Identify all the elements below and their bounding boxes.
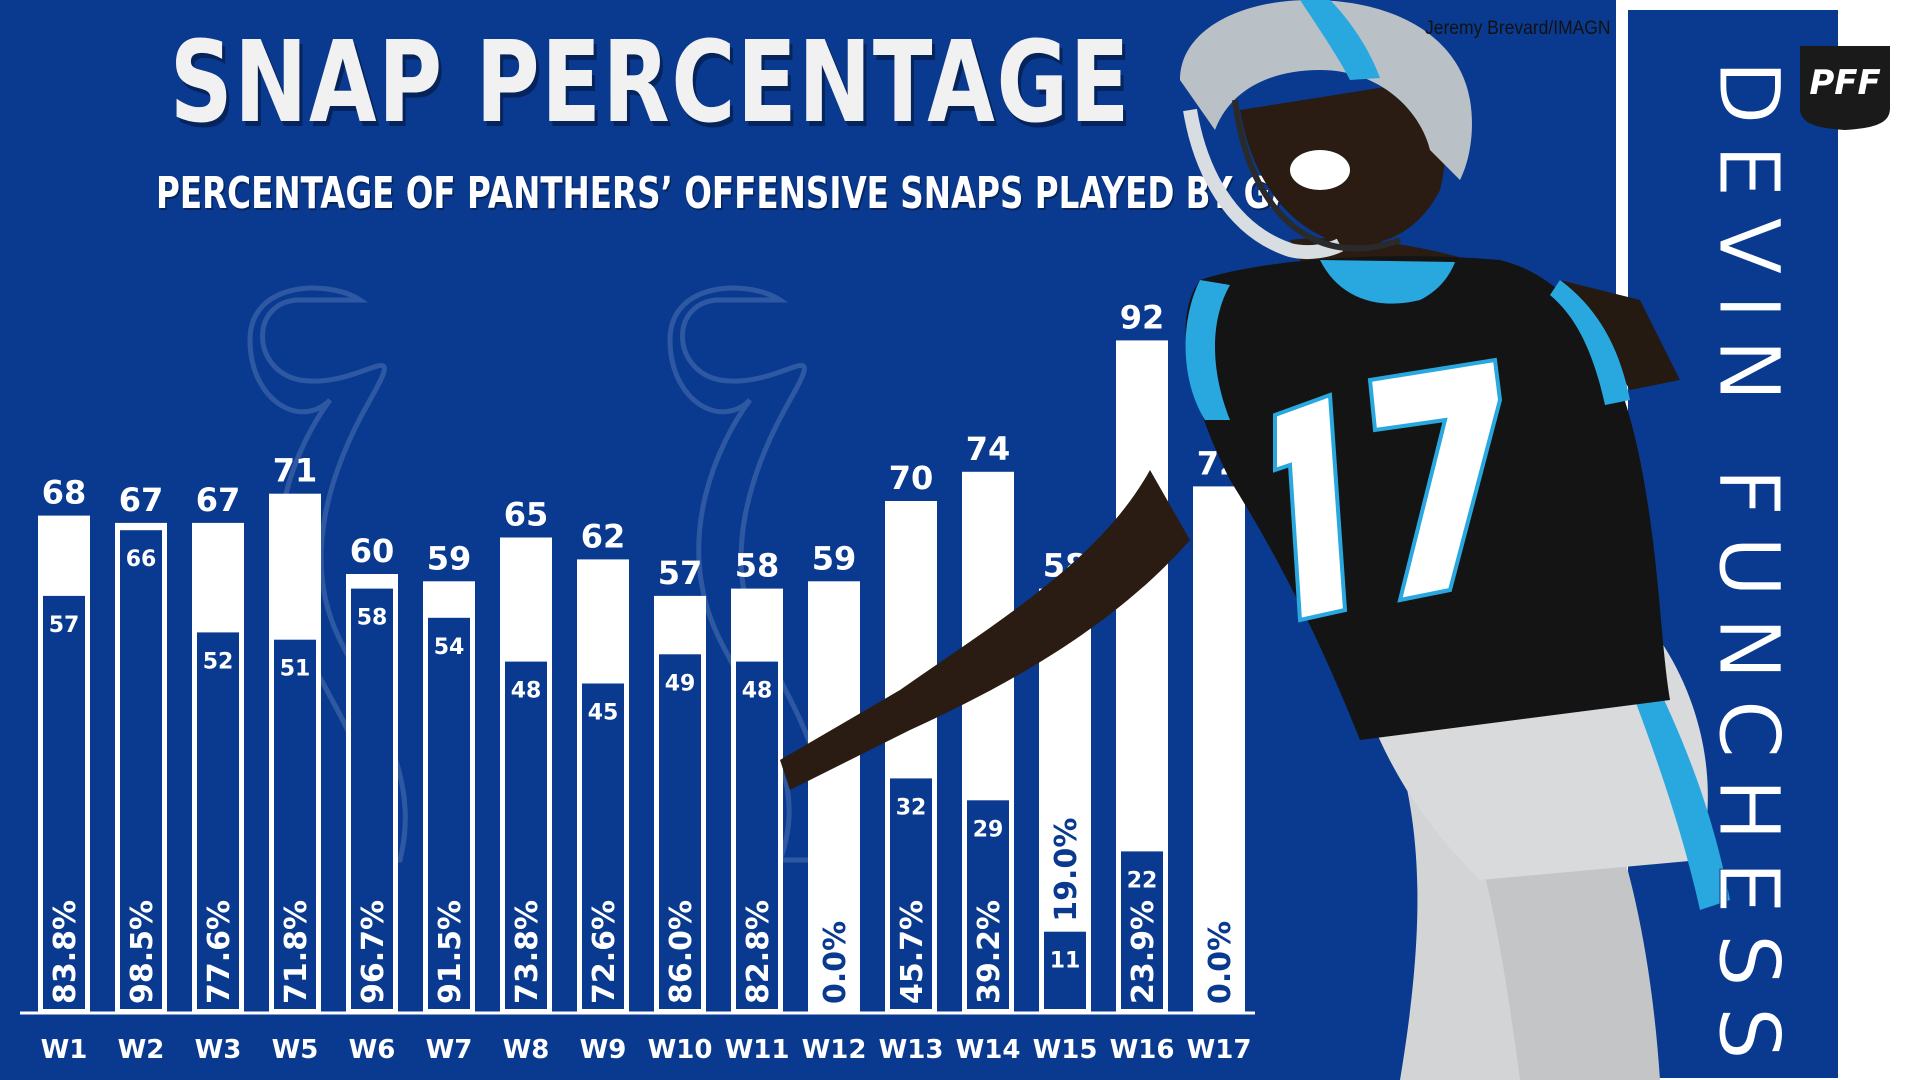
bar-inner bbox=[890, 778, 932, 1009]
category-tick-label: W15 bbox=[1033, 1035, 1098, 1065]
total-value-label: 74 bbox=[966, 430, 1011, 468]
total-value-label: 65 bbox=[504, 496, 549, 534]
category-tick-label: W3 bbox=[195, 1035, 242, 1065]
category-tick-label: W8 bbox=[503, 1035, 550, 1065]
percent-label: 23.9% bbox=[1126, 900, 1161, 1004]
inner-value-label: 58 bbox=[357, 606, 388, 631]
bar-inner bbox=[736, 661, 778, 1009]
total-value-label: 68 bbox=[42, 474, 87, 512]
category-tick-label: W13 bbox=[879, 1035, 944, 1065]
chart-title: SNAP PERCENTAGE bbox=[169, 18, 1131, 148]
bar-inner bbox=[197, 632, 239, 1009]
percent-label: 71.8% bbox=[279, 900, 314, 1004]
percent-label: 0.0% bbox=[1203, 921, 1238, 1004]
percent-label: 77.6% bbox=[202, 900, 237, 1004]
category-tick-label: W6 bbox=[349, 1035, 396, 1065]
inner-value-label: 49 bbox=[665, 671, 696, 696]
category-tick-label: W16 bbox=[1110, 1035, 1175, 1065]
player-name-vertical: DEVIN FUNCHESS bbox=[1700, 60, 1799, 1061]
percent-label: 19.0% bbox=[1049, 818, 1084, 922]
bar-inner bbox=[582, 683, 624, 1009]
inner-value-label: 22 bbox=[1127, 868, 1158, 893]
bar-inner bbox=[1044, 931, 1086, 1009]
bar-inner bbox=[428, 617, 470, 1009]
category-tick-label: W12 bbox=[802, 1035, 867, 1065]
total-value-label: 60 bbox=[350, 532, 395, 570]
total-value-label: 59 bbox=[812, 539, 857, 577]
category-tick-label: W5 bbox=[272, 1035, 319, 1065]
percent-label: 96.7% bbox=[356, 900, 391, 1004]
category-tick-label: W14 bbox=[956, 1035, 1021, 1065]
photo-credit: Jeremy Brevard/IMAGN bbox=[1425, 18, 1611, 39]
percent-label: 91.5% bbox=[433, 900, 468, 1004]
bar-inner bbox=[659, 654, 701, 1009]
percent-label: 86.0% bbox=[664, 900, 699, 1004]
inner-value-label: 51 bbox=[280, 657, 311, 682]
total-value-label: 57 bbox=[658, 554, 703, 592]
inner-value-label: 45 bbox=[588, 701, 619, 726]
player-name-panel bbox=[1616, 0, 1920, 1080]
bar-inner bbox=[967, 800, 1009, 1009]
total-value-label: 62 bbox=[581, 517, 626, 555]
category-tick-label: W11 bbox=[725, 1035, 790, 1065]
category-tick-label: W1 bbox=[41, 1035, 88, 1065]
inner-value-label: 66 bbox=[126, 547, 157, 572]
percent-label: 0.0% bbox=[818, 921, 853, 1004]
bar-inner bbox=[43, 595, 85, 1009]
percent-label: 82.8% bbox=[741, 900, 776, 1004]
bar-inner bbox=[120, 530, 162, 1009]
inner-value-label: 29 bbox=[973, 817, 1004, 842]
percent-label: 72.6% bbox=[587, 900, 622, 1004]
inner-value-label: 52 bbox=[203, 649, 234, 674]
percent-label: 83.8% bbox=[48, 900, 83, 1004]
category-tick-label: W10 bbox=[648, 1035, 713, 1065]
category-tick-label: W17 bbox=[1187, 1035, 1252, 1065]
bar-inner bbox=[1121, 851, 1163, 1009]
category-tick-label: W2 bbox=[118, 1035, 165, 1065]
pff-logo-badge: PFF bbox=[1800, 46, 1890, 130]
bar-inner bbox=[274, 639, 316, 1009]
bar-total bbox=[1193, 486, 1245, 1012]
total-value-label: 67 bbox=[196, 481, 241, 519]
total-value-label: 58 bbox=[735, 547, 780, 585]
inner-value-label: 54 bbox=[434, 635, 465, 660]
total-value-label: 67 bbox=[119, 481, 164, 519]
player-name-text: DEVIN FUNCHESS bbox=[1700, 60, 1798, 1060]
percent-label: 45.7% bbox=[895, 900, 930, 1004]
percent-label: 73.8% bbox=[510, 900, 545, 1004]
percent-label: 39.2% bbox=[972, 900, 1007, 1004]
bar-total bbox=[808, 581, 860, 1012]
pff-logo-text: PFF bbox=[1809, 63, 1880, 103]
category-tick-label: W9 bbox=[580, 1035, 627, 1065]
total-value-label: 92 bbox=[1120, 298, 1165, 336]
bar-inner bbox=[351, 588, 393, 1009]
bar-inner bbox=[505, 661, 547, 1009]
inner-value-label: 48 bbox=[511, 679, 542, 704]
percent-label: 98.5% bbox=[125, 900, 160, 1004]
category-tick-label: W7 bbox=[426, 1035, 473, 1065]
total-value-label: 59 bbox=[427, 539, 472, 577]
inner-value-label: 48 bbox=[742, 679, 773, 704]
total-value-label: 70 bbox=[889, 459, 934, 497]
total-value-label: 71 bbox=[273, 452, 318, 490]
inner-value-label: 11 bbox=[1050, 949, 1081, 974]
inner-value-label: 32 bbox=[896, 795, 927, 820]
inner-value-label: 57 bbox=[49, 613, 80, 638]
